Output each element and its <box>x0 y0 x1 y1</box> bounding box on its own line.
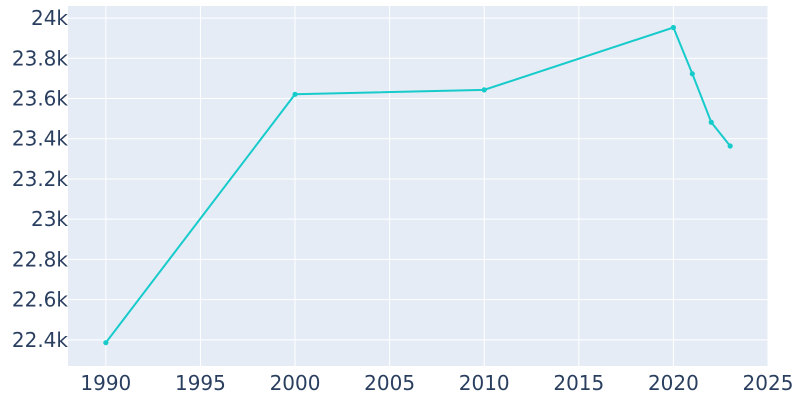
y-tick-label: 22.6k <box>12 288 69 312</box>
plot-area <box>68 6 768 366</box>
y-tick-label: 22.4k <box>12 328 69 352</box>
y-tick-label: 23.8k <box>12 46 69 70</box>
x-tick-label: 2020 <box>648 371 699 395</box>
x-tick-label: 1995 <box>175 371 226 395</box>
x-tick-label: 1990 <box>80 371 131 395</box>
series-group <box>103 24 733 346</box>
y-axis-tick-labels: 22.4k 22.6k 22.8k 23k 23.2k 23.4k 23.6k 23.8k 24… <box>12 6 69 352</box>
y-tick-label: 22.8k <box>12 247 69 271</box>
data-point[interactable] <box>103 340 109 346</box>
y-tick-label: 23.4k <box>12 127 69 151</box>
y-gridlines <box>68 17 768 341</box>
x-tick-label: 2005 <box>364 371 415 395</box>
x-axis-tick-labels: 1990 1995 2000 2005 2010 2015 2020 2025 <box>80 371 793 395</box>
y-tick-label: 23.6k <box>12 87 69 111</box>
x-tick-label: 2015 <box>553 371 604 395</box>
x-tick-label: 2010 <box>459 371 510 395</box>
x-tick-label: 2000 <box>270 371 321 395</box>
x-tick-label: 2025 <box>743 371 794 395</box>
data-point[interactable] <box>689 71 695 77</box>
data-point[interactable] <box>727 143 733 149</box>
data-point[interactable] <box>481 87 487 93</box>
data-point[interactable] <box>708 119 714 125</box>
x-gridlines <box>105 6 769 366</box>
y-tick-label: 23k <box>31 207 68 231</box>
data-point[interactable] <box>292 91 298 97</box>
data-point[interactable] <box>670 24 677 31</box>
y-tick-label: 23.2k <box>12 167 69 191</box>
y-tick-label: 24k <box>31 6 68 30</box>
